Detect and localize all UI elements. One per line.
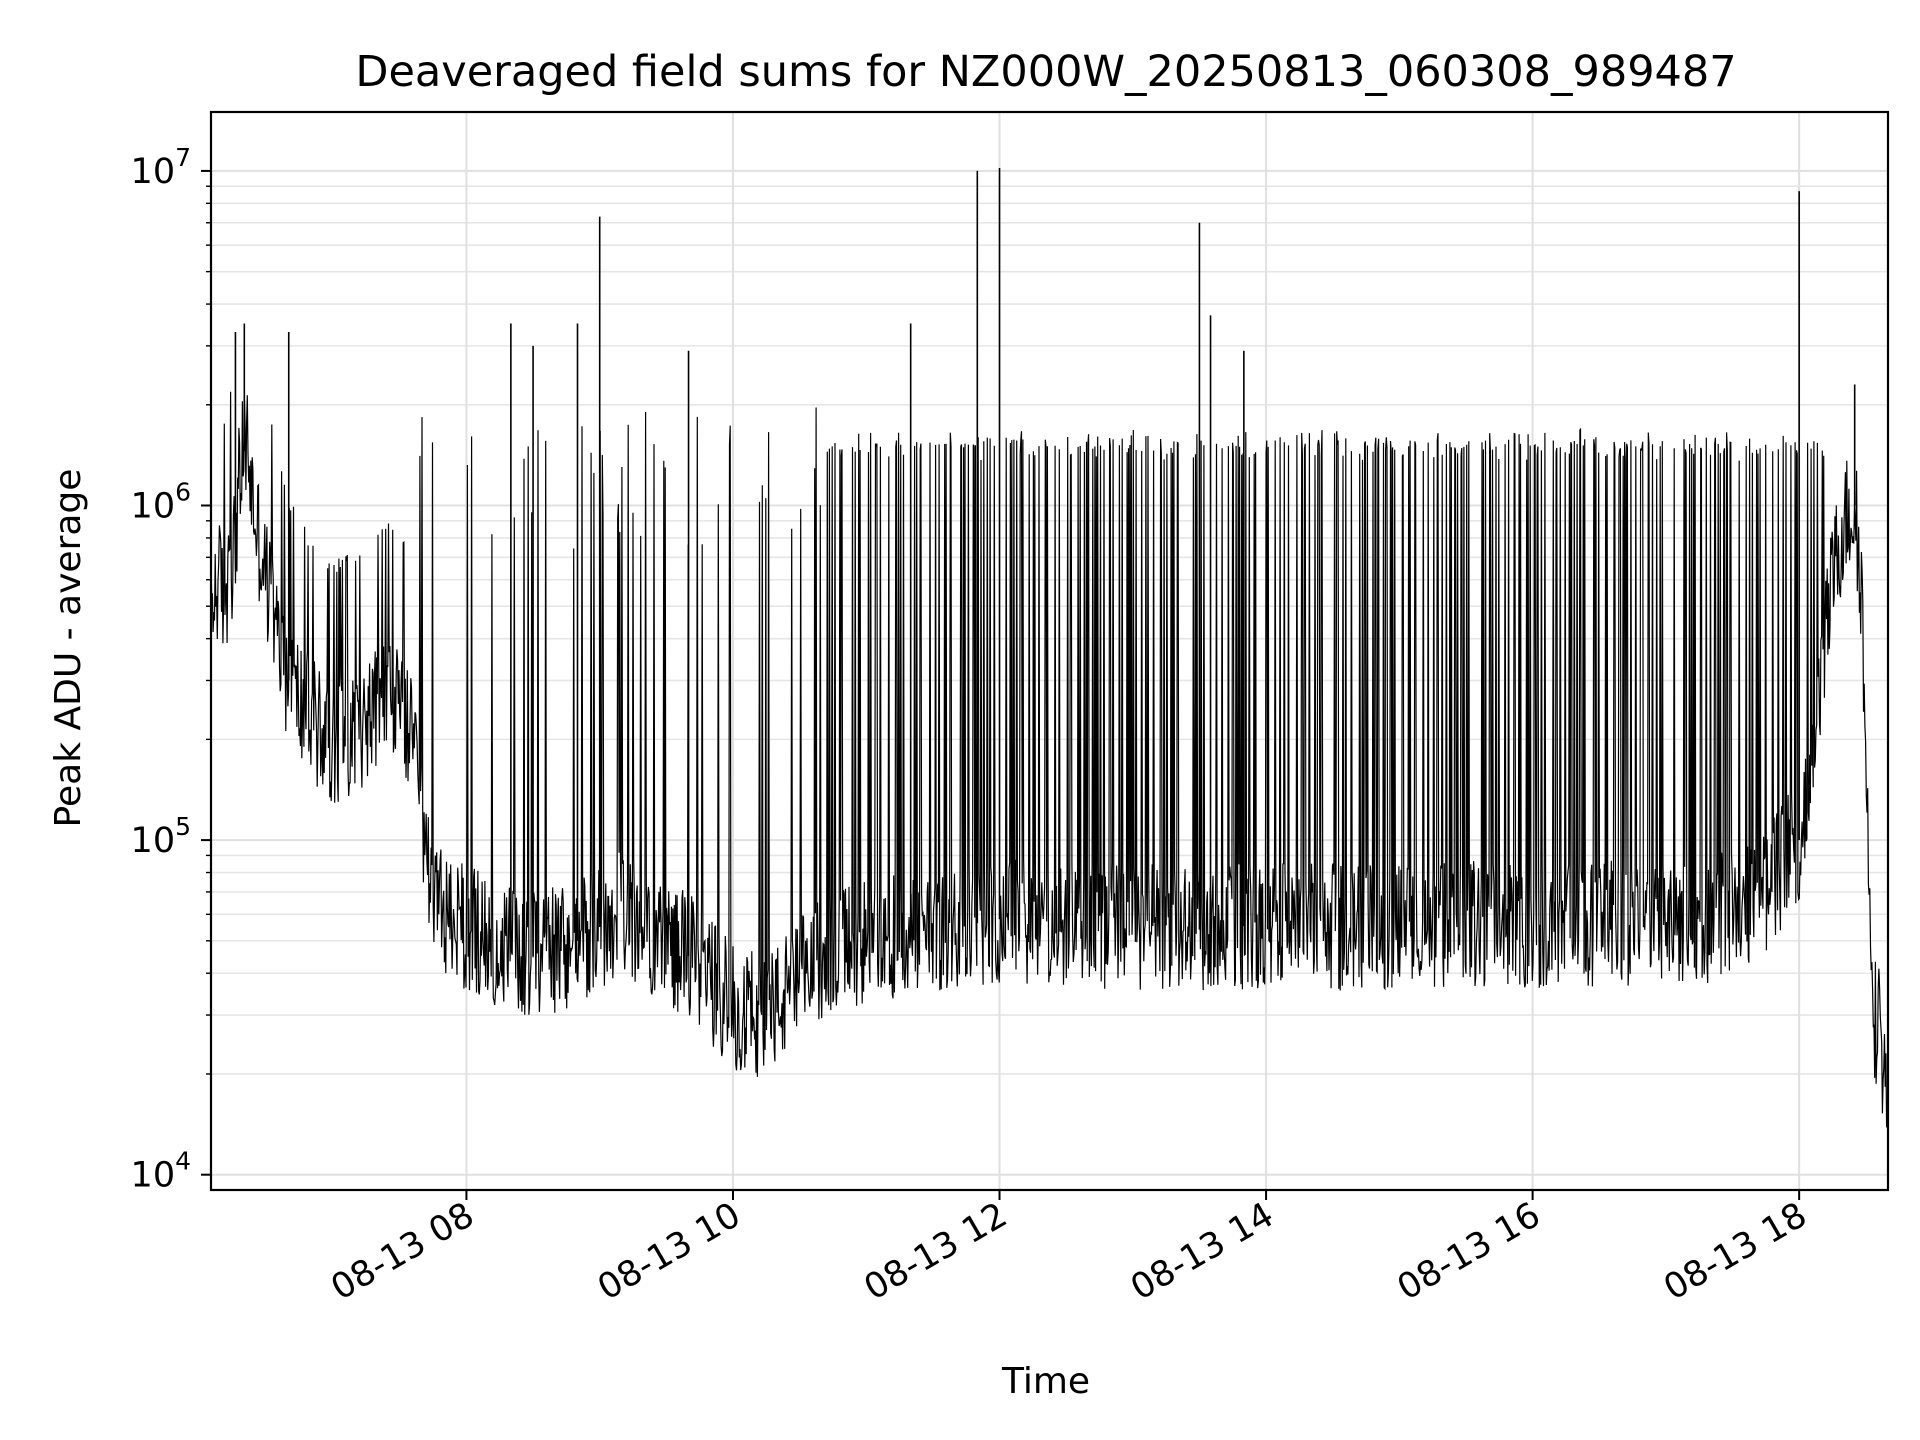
series-line: [210, 391, 1889, 1129]
y-tick-label: 107: [131, 143, 191, 192]
data-layer: [210, 168, 1889, 1129]
y-tick-label: 106: [131, 478, 191, 527]
y-axis-label: Peak ADU - average: [48, 469, 89, 828]
grid-layer: [211, 112, 1888, 1190]
plot-frame: [209, 110, 1890, 1192]
chart-title: Deaveraged field sums for NZ000W_2025081…: [355, 47, 1736, 97]
y-tick-label: 104: [131, 1147, 191, 1196]
y-tick-label: 105: [131, 812, 191, 861]
x-axis-label: Time: [1001, 1361, 1090, 1402]
